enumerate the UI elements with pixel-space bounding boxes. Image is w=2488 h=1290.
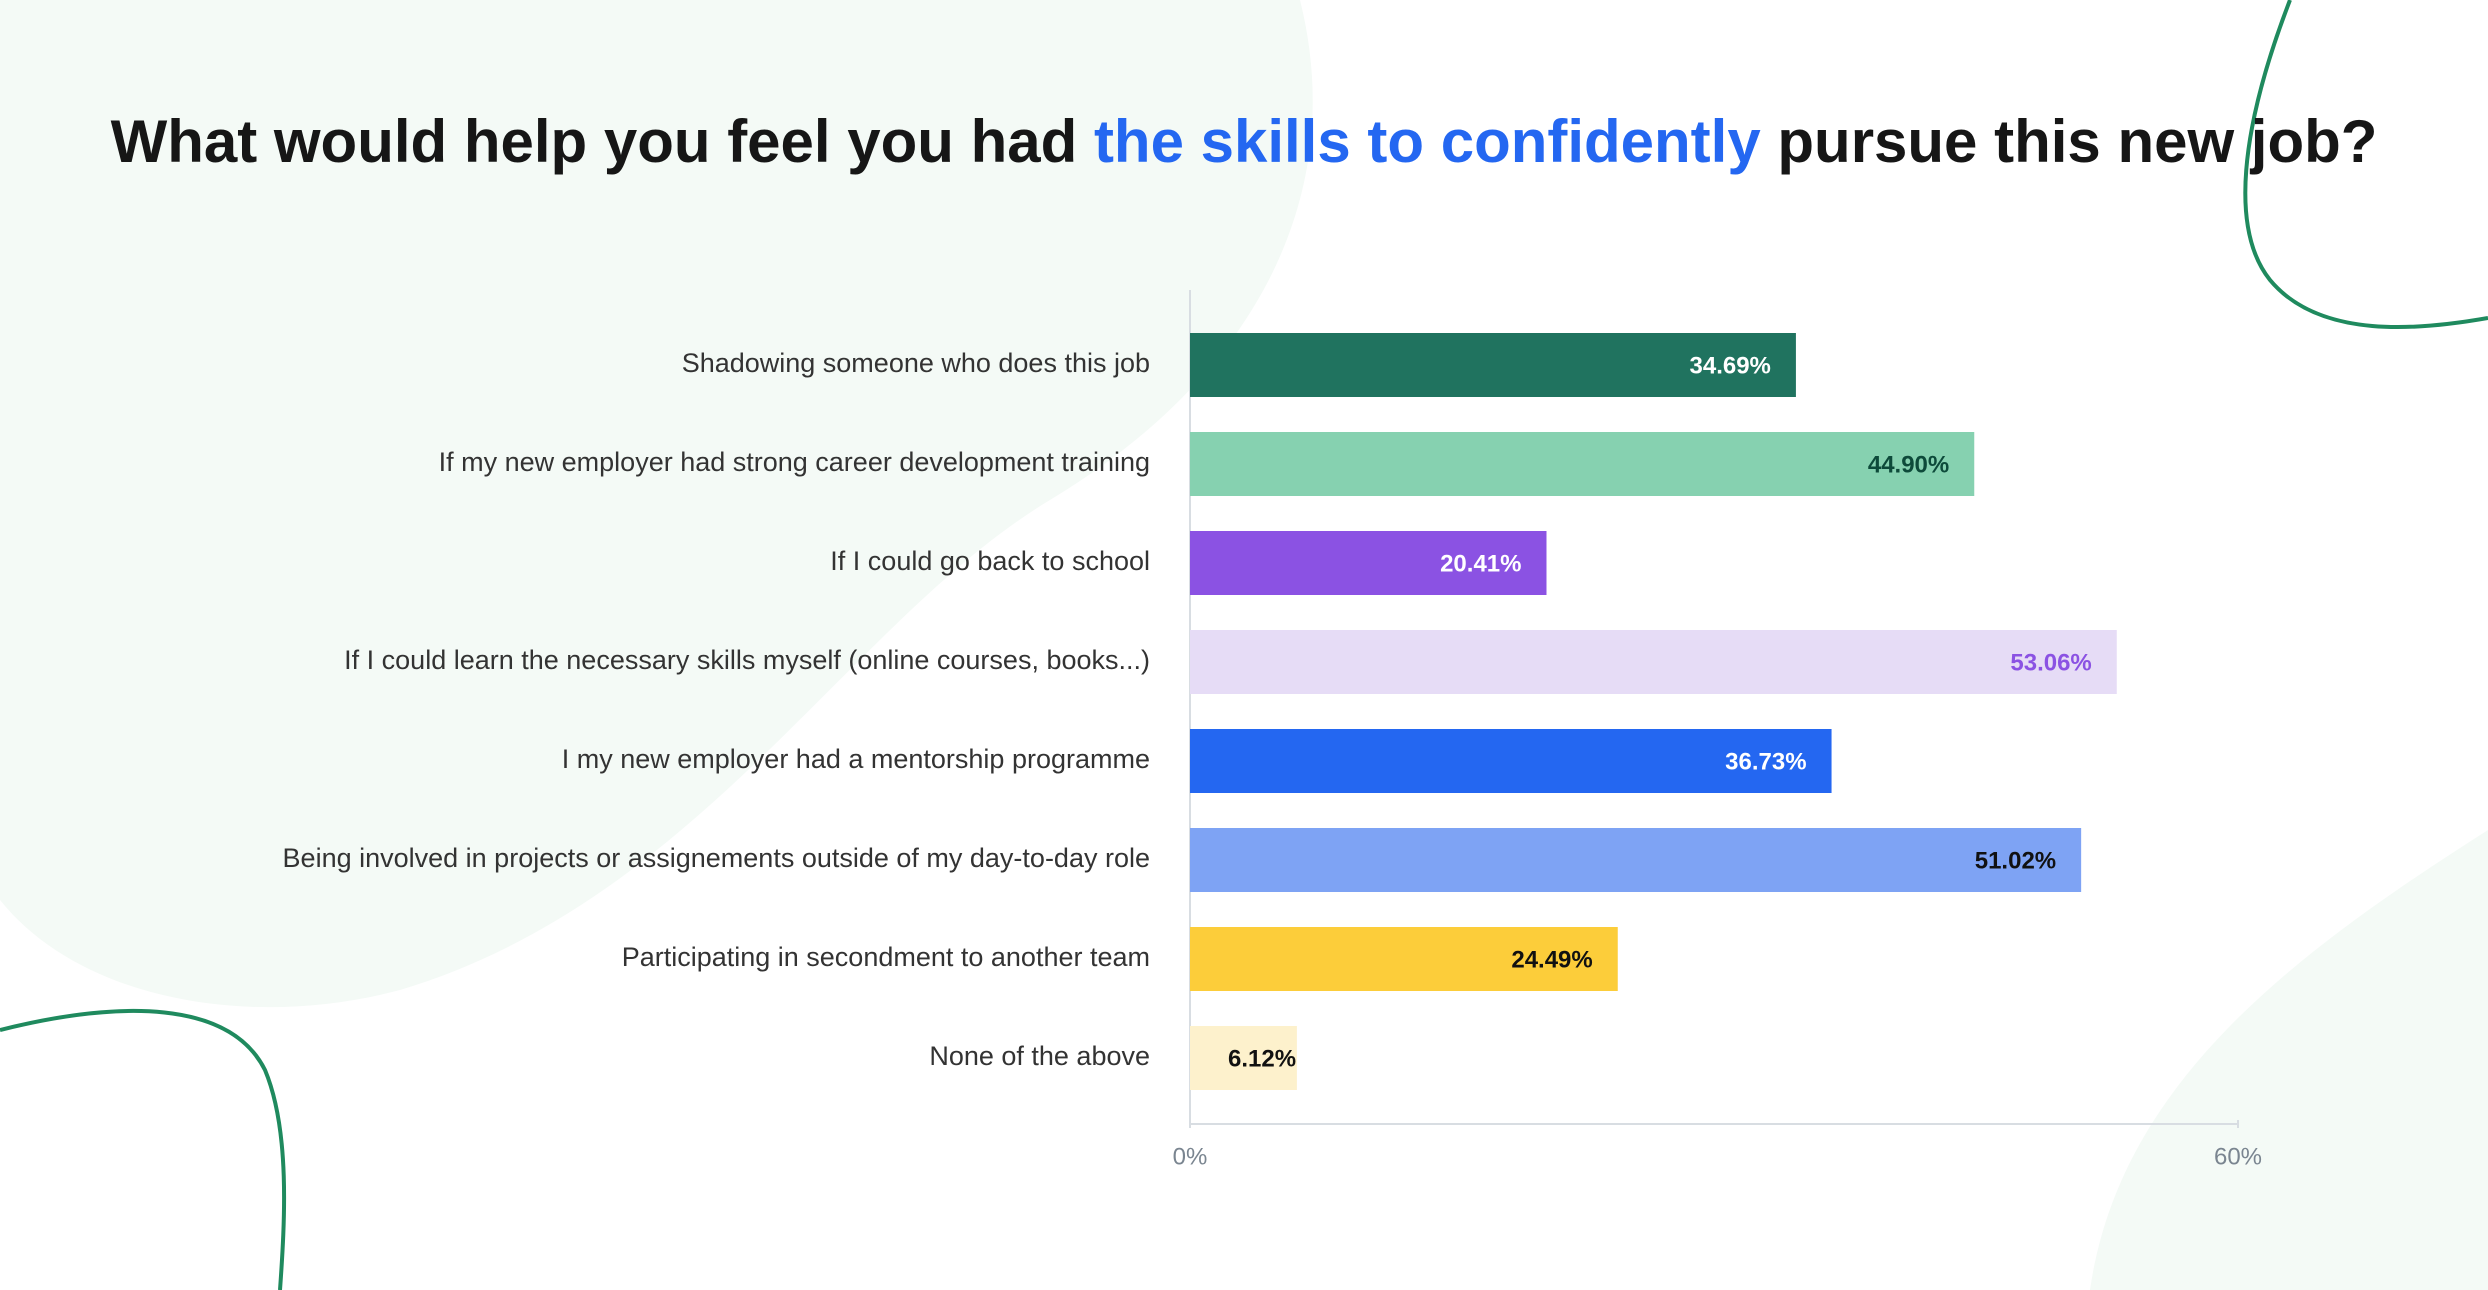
value-label: 20.41% <box>1440 550 1521 577</box>
bar <box>1190 1026 1297 1090</box>
value-label: 36.73% <box>1725 748 1806 775</box>
x-tick-label: 0% <box>1173 1143 1208 1170</box>
bar <box>1190 828 2082 892</box>
bar <box>1190 432 1975 496</box>
decor-curve <box>2243 0 2488 330</box>
bar <box>1190 630 2117 694</box>
value-label: 44.90% <box>1868 451 1949 478</box>
x-tick-label: 60% <box>2214 1143 2262 1170</box>
background-blob <box>0 0 1313 1008</box>
category-label: Being involved in projects or assignemen… <box>283 843 1150 873</box>
decor-curve <box>0 1008 287 1290</box>
category-label: None of the above <box>929 1041 1150 1071</box>
value-label: 51.02% <box>1975 847 2056 874</box>
title-part: pursue this new job? <box>1761 108 2378 175</box>
bar <box>1190 927 1618 991</box>
bar <box>1190 531 1547 595</box>
category-label: If I could learn the necessary skills my… <box>344 645 1150 675</box>
category-label: I my new employer had a mentorship progr… <box>562 744 1150 774</box>
chart-title: What would help you feel you had the ski… <box>111 108 2378 175</box>
category-label: If my new employer had strong career dev… <box>439 447 1150 477</box>
background-blob <box>2090 830 2488 1290</box>
category-label: If I could go back to school <box>830 546 1150 576</box>
title-part: the skills to confidently <box>1094 108 1761 175</box>
category-label: Participating in secondment to another t… <box>622 942 1150 972</box>
value-label: 6.12% <box>1228 1045 1296 1072</box>
bar <box>1190 333 1796 397</box>
value-label: 24.49% <box>1511 946 1592 973</box>
bar <box>1190 729 1832 793</box>
title-part: What would help you feel you had <box>111 108 1094 175</box>
category-label: Shadowing someone who does this job <box>682 348 1150 378</box>
value-label: 34.69% <box>1690 352 1771 379</box>
value-label: 53.06% <box>2010 649 2091 676</box>
